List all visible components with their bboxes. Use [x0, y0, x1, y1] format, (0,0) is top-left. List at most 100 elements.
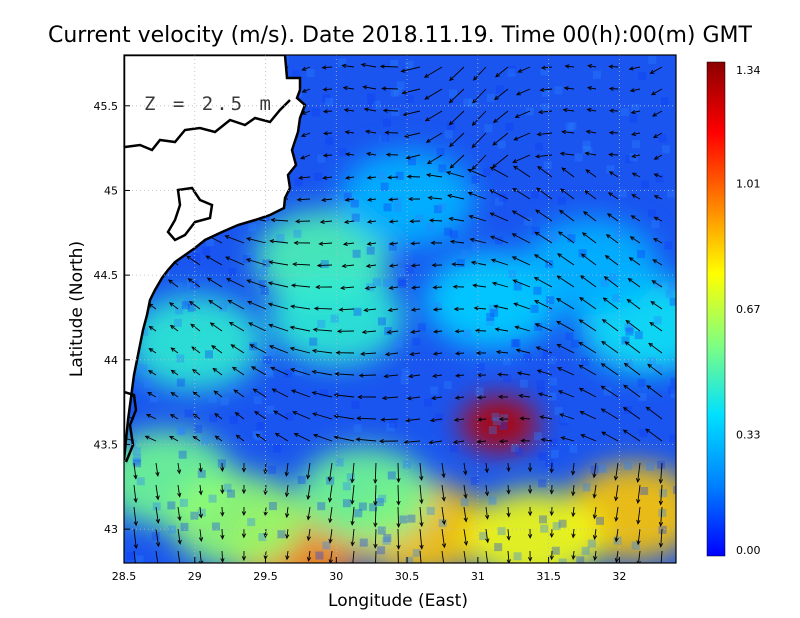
- velocity-vector-head: [446, 171, 452, 176]
- velocity-vector-head: [228, 321, 234, 327]
- velocity-vector: [307, 462, 311, 479]
- texture-cell: [669, 297, 676, 306]
- velocity-vector-head: [115, 63, 119, 66]
- velocity-vector: [312, 350, 333, 354]
- velocity-vector-head: [428, 440, 434, 445]
- velocity-vector-head: [198, 467, 203, 473]
- velocity-vector: [449, 132, 465, 147]
- velocity-vector-head: [448, 120, 454, 126]
- texture-cell: [258, 533, 267, 542]
- velocity-vector: [389, 220, 399, 223]
- texture-cell: [311, 108, 320, 117]
- velocity-vector: [627, 299, 641, 310]
- velocity-vector-head: [652, 112, 657, 117]
- velocity-vector-head: [336, 329, 342, 334]
- texture-cell: [412, 548, 421, 557]
- velocity-vector-head: [328, 538, 333, 544]
- velocity-vector: [507, 550, 510, 563]
- velocity-vector: [477, 396, 487, 398]
- texture-cell: [549, 438, 558, 447]
- velocity-vector-head: [648, 342, 654, 348]
- velocity-vector-head: [187, 278, 193, 283]
- velocity-vector: [557, 367, 575, 376]
- velocity-vector-head: [419, 499, 424, 505]
- velocity-vector: [426, 174, 443, 178]
- velocity-vector: [586, 130, 597, 134]
- velocity-vector: [580, 275, 597, 288]
- velocity-vector-head: [516, 371, 522, 376]
- velocity-vector: [213, 390, 223, 398]
- velocity-vector: [339, 308, 355, 311]
- velocity-vector-head: [273, 410, 279, 415]
- texture-cell: [377, 526, 386, 535]
- velocity-vector-head: [549, 511, 554, 517]
- velocity-vector-head: [246, 237, 252, 242]
- velocity-vector: [652, 259, 663, 266]
- texture-cell: [436, 148, 445, 157]
- velocity-vector-head: [581, 232, 587, 237]
- velocity-vector-head: [208, 299, 214, 305]
- velocity-vector-head: [358, 373, 364, 378]
- texture-cell: [625, 327, 634, 336]
- velocity-vector-head: [484, 491, 490, 497]
- texture-cell: [558, 558, 567, 563]
- texture-cell: [578, 249, 587, 258]
- velocity-vector: [385, 352, 399, 355]
- velocity-vector: [402, 88, 421, 94]
- y-tick-label: 43.5: [94, 438, 119, 451]
- velocity-vector-head: [631, 153, 637, 159]
- texture-cell: [660, 97, 669, 106]
- velocity-hotspot: [523, 218, 659, 315]
- velocity-vector-head: [268, 323, 274, 328]
- velocity-vector: [538, 110, 553, 113]
- velocity-vector: [637, 462, 641, 482]
- texture-cell: [276, 234, 285, 243]
- texture-cell: [510, 444, 519, 453]
- velocity-vector-head: [410, 329, 416, 334]
- velocity-vector-head: [469, 237, 475, 243]
- velocity-vector-head: [537, 392, 543, 397]
- velocity-vector-head: [490, 258, 496, 263]
- texture-cell: [132, 457, 141, 466]
- velocity-vector-head: [388, 263, 394, 268]
- velocity-vector-head: [290, 283, 296, 288]
- velocity-vector-head: [133, 521, 138, 527]
- texture-cell: [499, 421, 508, 430]
- texture-cell: [530, 304, 539, 313]
- texture-cell: [351, 213, 360, 222]
- velocity-vector: [401, 66, 421, 72]
- velocity-vector: [583, 211, 597, 222]
- texture-cell: [126, 552, 135, 561]
- texture-cell: [490, 308, 499, 317]
- velocity-vector: [268, 303, 289, 310]
- texture-cell: [397, 277, 406, 286]
- velocity-vector: [433, 374, 443, 377]
- velocity-vector: [231, 344, 245, 354]
- velocity-vector: [329, 528, 333, 543]
- texture-cell: [388, 242, 397, 251]
- velocity-vector-head: [366, 151, 372, 157]
- texture-cell: [647, 209, 656, 218]
- velocity-vector-head: [583, 211, 588, 216]
- texture-cell: [325, 136, 334, 145]
- velocity-vector: [293, 263, 311, 266]
- velocity-vector: [388, 176, 399, 178]
- texture-cell: [265, 367, 274, 376]
- velocity-vector: [225, 256, 245, 266]
- velocity-vector-head: [388, 197, 393, 202]
- texture-cell: [631, 541, 640, 550]
- velocity-vector: [169, 302, 179, 310]
- texture-cell: [574, 153, 583, 162]
- texture-cell: [651, 220, 660, 229]
- texture-cell: [638, 72, 647, 81]
- velocity-vector: [155, 462, 159, 476]
- velocity-vector: [412, 286, 421, 289]
- texture-cell: [306, 68, 315, 77]
- velocity-vector: [428, 197, 443, 200]
- texture-cell: [178, 426, 187, 435]
- velocity-vector: [660, 484, 663, 505]
- velocity-vector-head: [401, 90, 407, 95]
- texture-cell: [531, 226, 540, 235]
- velocity-vector: [409, 374, 421, 378]
- texture-cell: [366, 283, 375, 292]
